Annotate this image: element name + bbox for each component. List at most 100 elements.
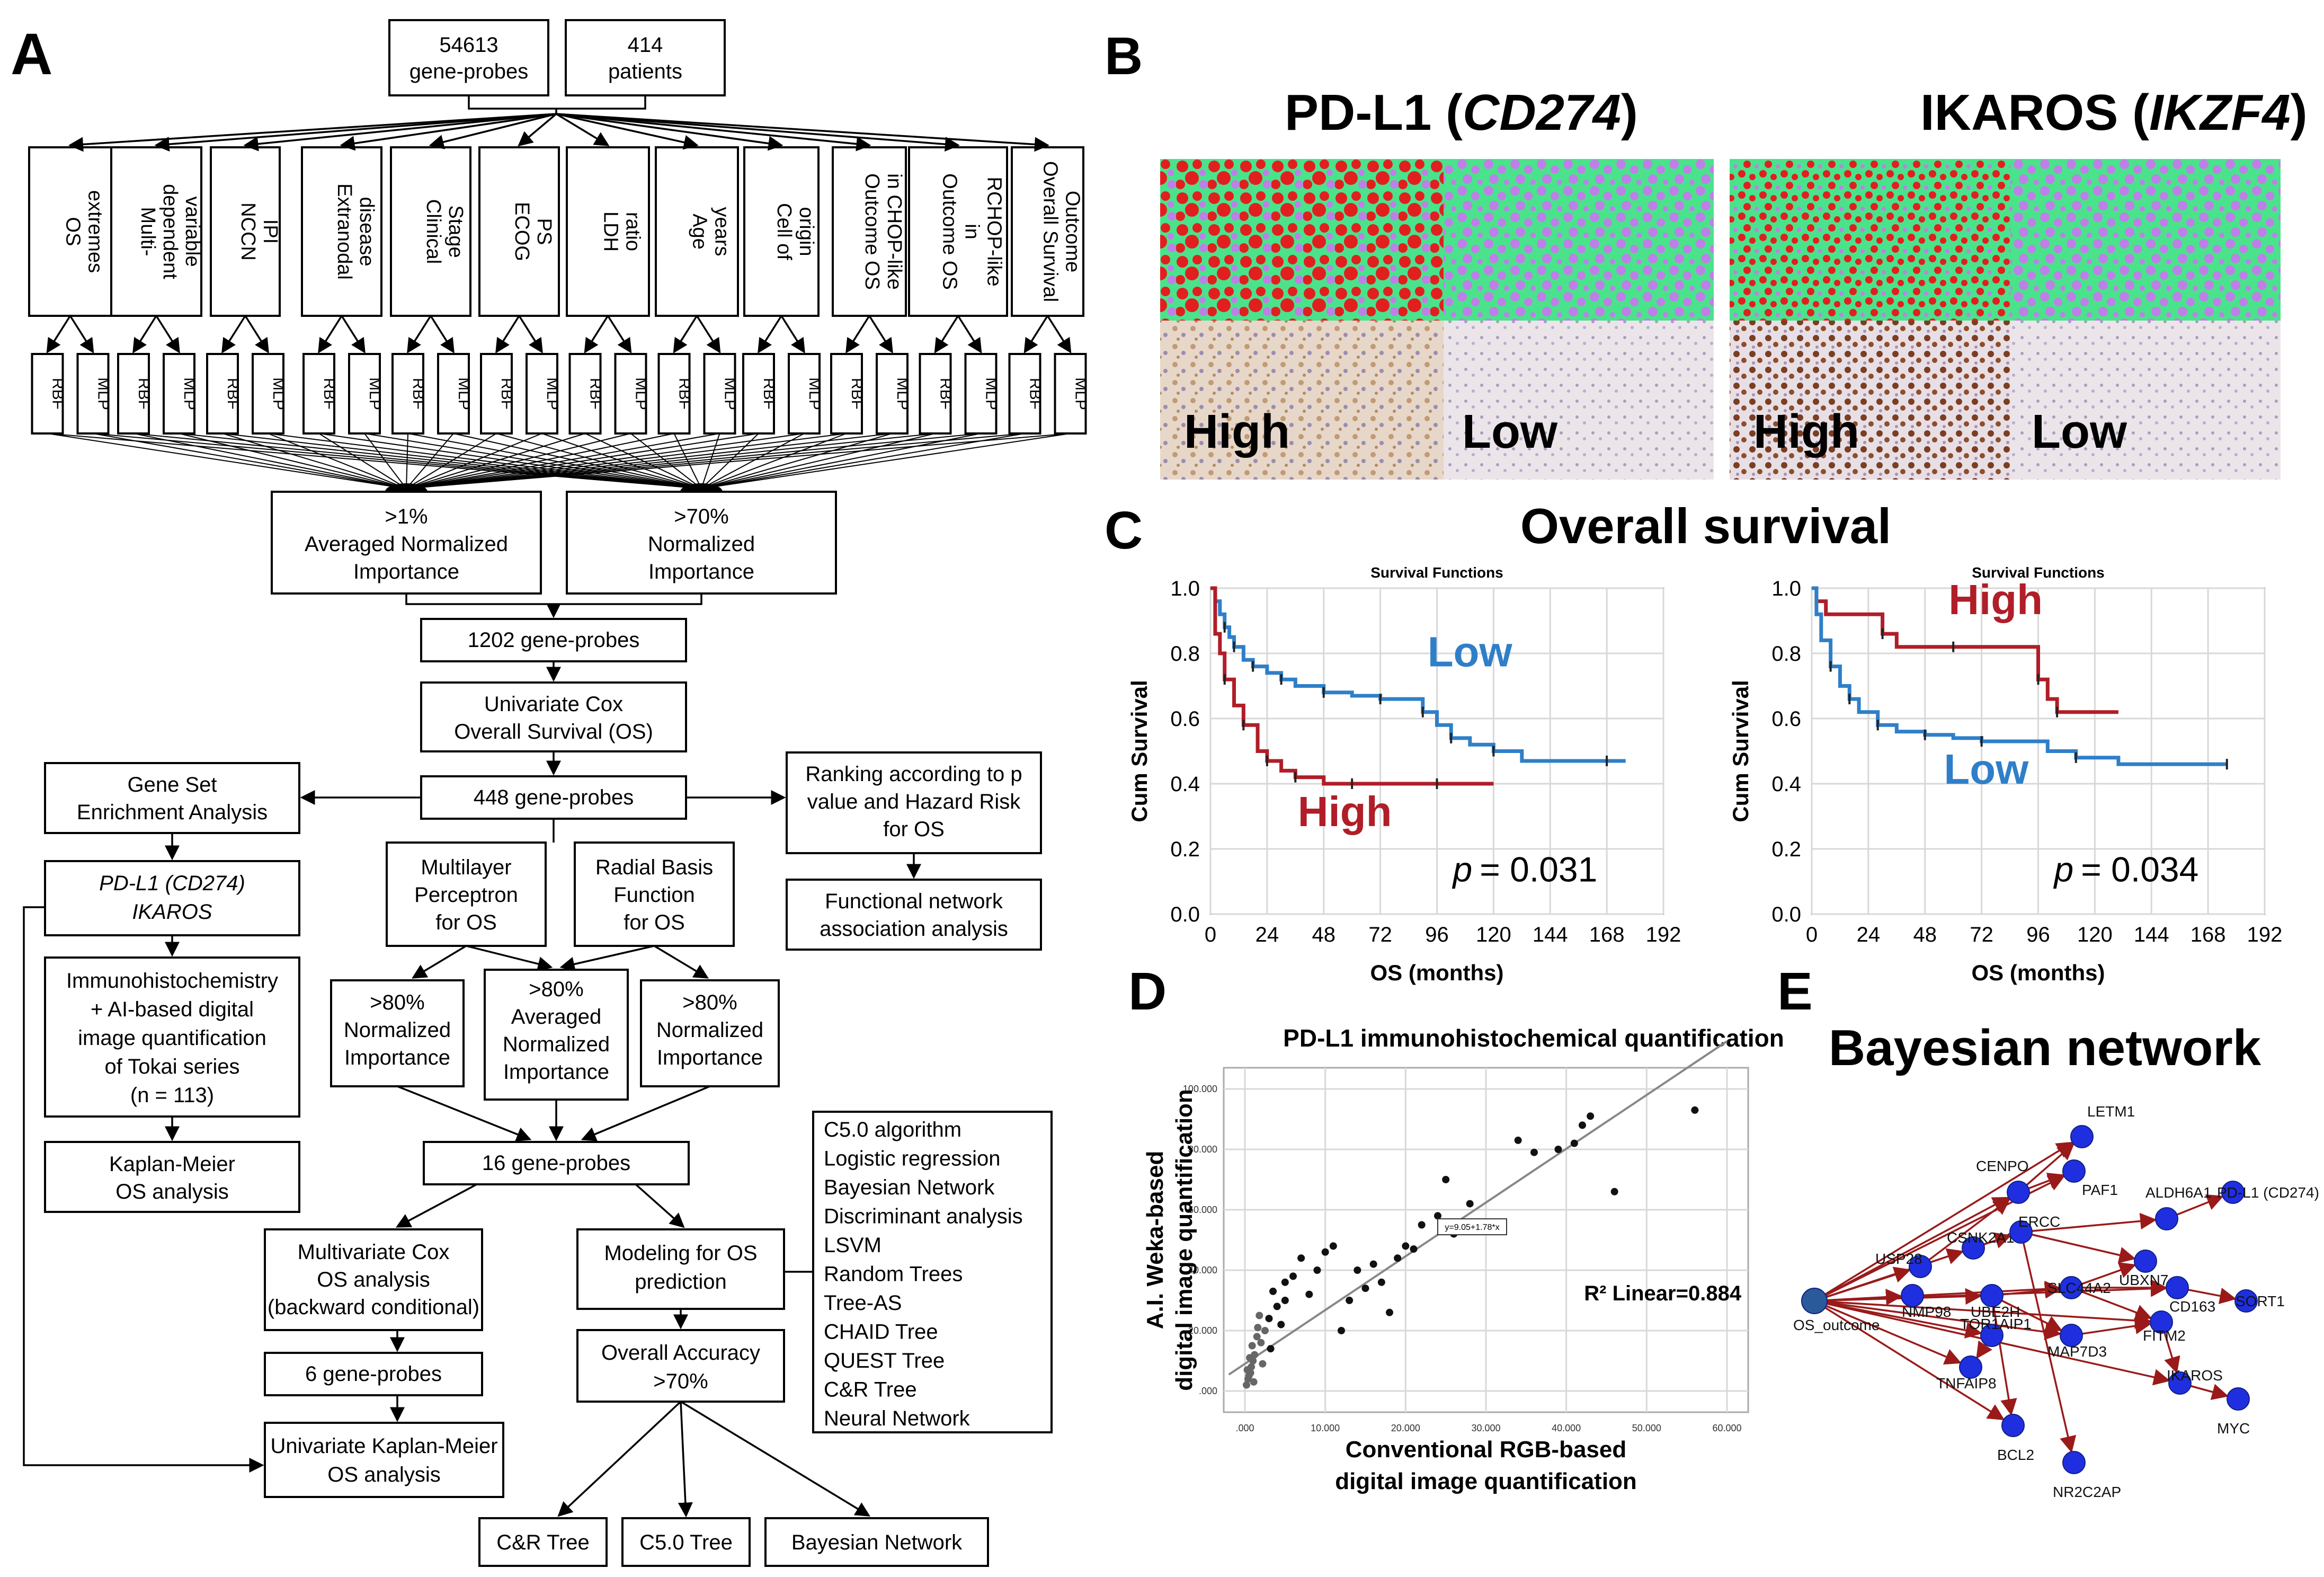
- network-boxes: RBF MLP RBF MLP RBF MLP RBF MLP RBF MLP RBF MLP RBF M…: [31, 353, 1090, 435]
- x-tick-label: .000: [1235, 1423, 1254, 1433]
- variable-label: LDH: [600, 211, 622, 252]
- x-tick-label: 40.000: [1552, 1423, 1581, 1433]
- variable-box: [301, 146, 382, 317]
- scatter-point: [1466, 1200, 1474, 1208]
- network-node-label: CENPO: [1976, 1158, 2029, 1174]
- mlp-network-label: MLP: [544, 377, 561, 410]
- variable-label: Multi-: [137, 207, 159, 256]
- probes-448-label: 448 gene-probes: [474, 786, 634, 809]
- importance-right-line: Importance: [648, 560, 754, 583]
- pdl1-low-ihc: [1444, 321, 1714, 480]
- low-curve-label: Low: [1944, 746, 2029, 793]
- rbf-network-label: RBF: [135, 378, 153, 410]
- variable-label: Outcome OS: [939, 173, 961, 290]
- cox-line: Univariate Cox: [484, 693, 623, 716]
- y-tick-label: 0.8: [1771, 642, 1801, 666]
- y-tick-label: 80.000: [1188, 1144, 1217, 1155]
- rbf-network-box: [742, 353, 775, 435]
- ranking-line: value and Hazard Risk: [807, 790, 1021, 813]
- probes-6-label: 6 gene-probes: [305, 1362, 442, 1386]
- variable-label: ECOG: [511, 202, 533, 261]
- network-node-label: PD-L1 (CD274): [2217, 1184, 2319, 1201]
- fan-lines: [46, 113, 1072, 500]
- mlp-line: for OS: [435, 911, 497, 934]
- network-node-label: MYC: [2217, 1420, 2250, 1437]
- scatter-point: [1297, 1254, 1305, 1262]
- network-node-label: UBXN7: [2119, 1272, 2168, 1288]
- scatter-point: [1329, 1242, 1337, 1250]
- network-node: [2134, 1250, 2157, 1273]
- ikaros-low-ihc: [2010, 321, 2281, 480]
- rbf-network-label: RBF: [937, 378, 955, 410]
- network-node-label: TOR1AIP1: [1960, 1316, 2032, 1332]
- output-c50-tree-label: C5.0 Tree: [639, 1531, 733, 1554]
- network-node-label: MAP7D3: [2047, 1343, 2107, 1360]
- variable-box: [1011, 146, 1084, 317]
- scatter-point: [1281, 1297, 1289, 1304]
- mlp-network-label: MLP: [366, 377, 384, 410]
- y-tick-label: 1.0: [1170, 577, 1200, 600]
- network-node: [2155, 1207, 2178, 1230]
- importance-left-box: [271, 491, 542, 595]
- scatter-point: [1610, 1188, 1618, 1195]
- rbf-network-label: RBF: [676, 378, 693, 410]
- scatter-point: [1313, 1266, 1321, 1274]
- importance-left-line: Averaged Normalized: [305, 533, 508, 556]
- mlp-network-label: MLP: [455, 377, 473, 410]
- x-tick-label: 10.000: [1311, 1423, 1340, 1433]
- network-node-label: USP28: [1875, 1251, 1922, 1267]
- mlp-line: Perceptron: [414, 883, 518, 907]
- y-tick-label: 40.000: [1188, 1265, 1217, 1275]
- km-curve-high: [1812, 586, 2118, 714]
- x-tick-label: 24: [1857, 923, 1881, 946]
- scatter-point: [1261, 1327, 1269, 1334]
- variable-box: [110, 146, 202, 317]
- rbf-network-box: [31, 353, 64, 435]
- output-cr-tree-box: [478, 1517, 608, 1567]
- cox-box: [420, 681, 687, 752]
- variable-label: extremes: [84, 190, 106, 273]
- rbf-network-box: [568, 353, 602, 435]
- mlp-network-box: [76, 353, 110, 435]
- gsea-box: [44, 762, 300, 834]
- imp80-mid-line: Importance: [503, 1060, 609, 1084]
- bayesian-title: Bayesian network: [1829, 1020, 2261, 1076]
- scatter-point: [1377, 1278, 1385, 1286]
- variable-label: Age: [689, 214, 711, 250]
- km-left-line: Kaplan-Meier: [109, 1153, 235, 1176]
- network-edge: [2071, 1287, 2152, 1321]
- univ-km-line: OS analysis: [327, 1463, 440, 1486]
- network-node: [2234, 1289, 2258, 1313]
- y-axis-label-line1: A.I. Weka-based: [1142, 1151, 1168, 1330]
- probes-16-box: [423, 1141, 690, 1185]
- network-node: [2070, 1125, 2094, 1148]
- ikaros-label: IKAROS: [132, 900, 212, 924]
- network-node: [2060, 1324, 2083, 1347]
- scatter-point: [1289, 1272, 1297, 1280]
- y-tick-label: 0.6: [1170, 707, 1200, 731]
- scatter-point: [1273, 1303, 1281, 1310]
- ihc-line: + AI-based digital: [91, 998, 254, 1021]
- mlp-network-box: [703, 353, 736, 435]
- mlp-network-label: MLP: [983, 377, 1000, 410]
- network-node-label: IKAROS: [2167, 1367, 2223, 1384]
- multivar-line: (backward conditional): [268, 1296, 479, 1319]
- scatter-point: [1305, 1290, 1313, 1298]
- fit-line: [1228, 1040, 1728, 1376]
- y-tick-label: 0.2: [1170, 838, 1200, 861]
- scatter-point: [1418, 1221, 1426, 1229]
- network-node-label: ERCC: [2018, 1213, 2060, 1230]
- mlp-network-box: [788, 353, 821, 435]
- output-c50-tree-box: [621, 1517, 751, 1567]
- accuracy-line: Overall Accuracy: [601, 1341, 760, 1365]
- variable-label: Extranodal: [333, 183, 355, 280]
- network-node: [2150, 1310, 2173, 1334]
- variable-box: [655, 146, 739, 317]
- scatter-point: [1243, 1366, 1251, 1374]
- algorithm-item: Logistic regression: [824, 1147, 1001, 1171]
- x-tick-label: 0: [1806, 923, 1818, 946]
- network-node: [1980, 1324, 2004, 1347]
- ikaros-low-label: Low: [2032, 405, 2127, 458]
- network-node-label: FITM2: [2143, 1327, 2186, 1344]
